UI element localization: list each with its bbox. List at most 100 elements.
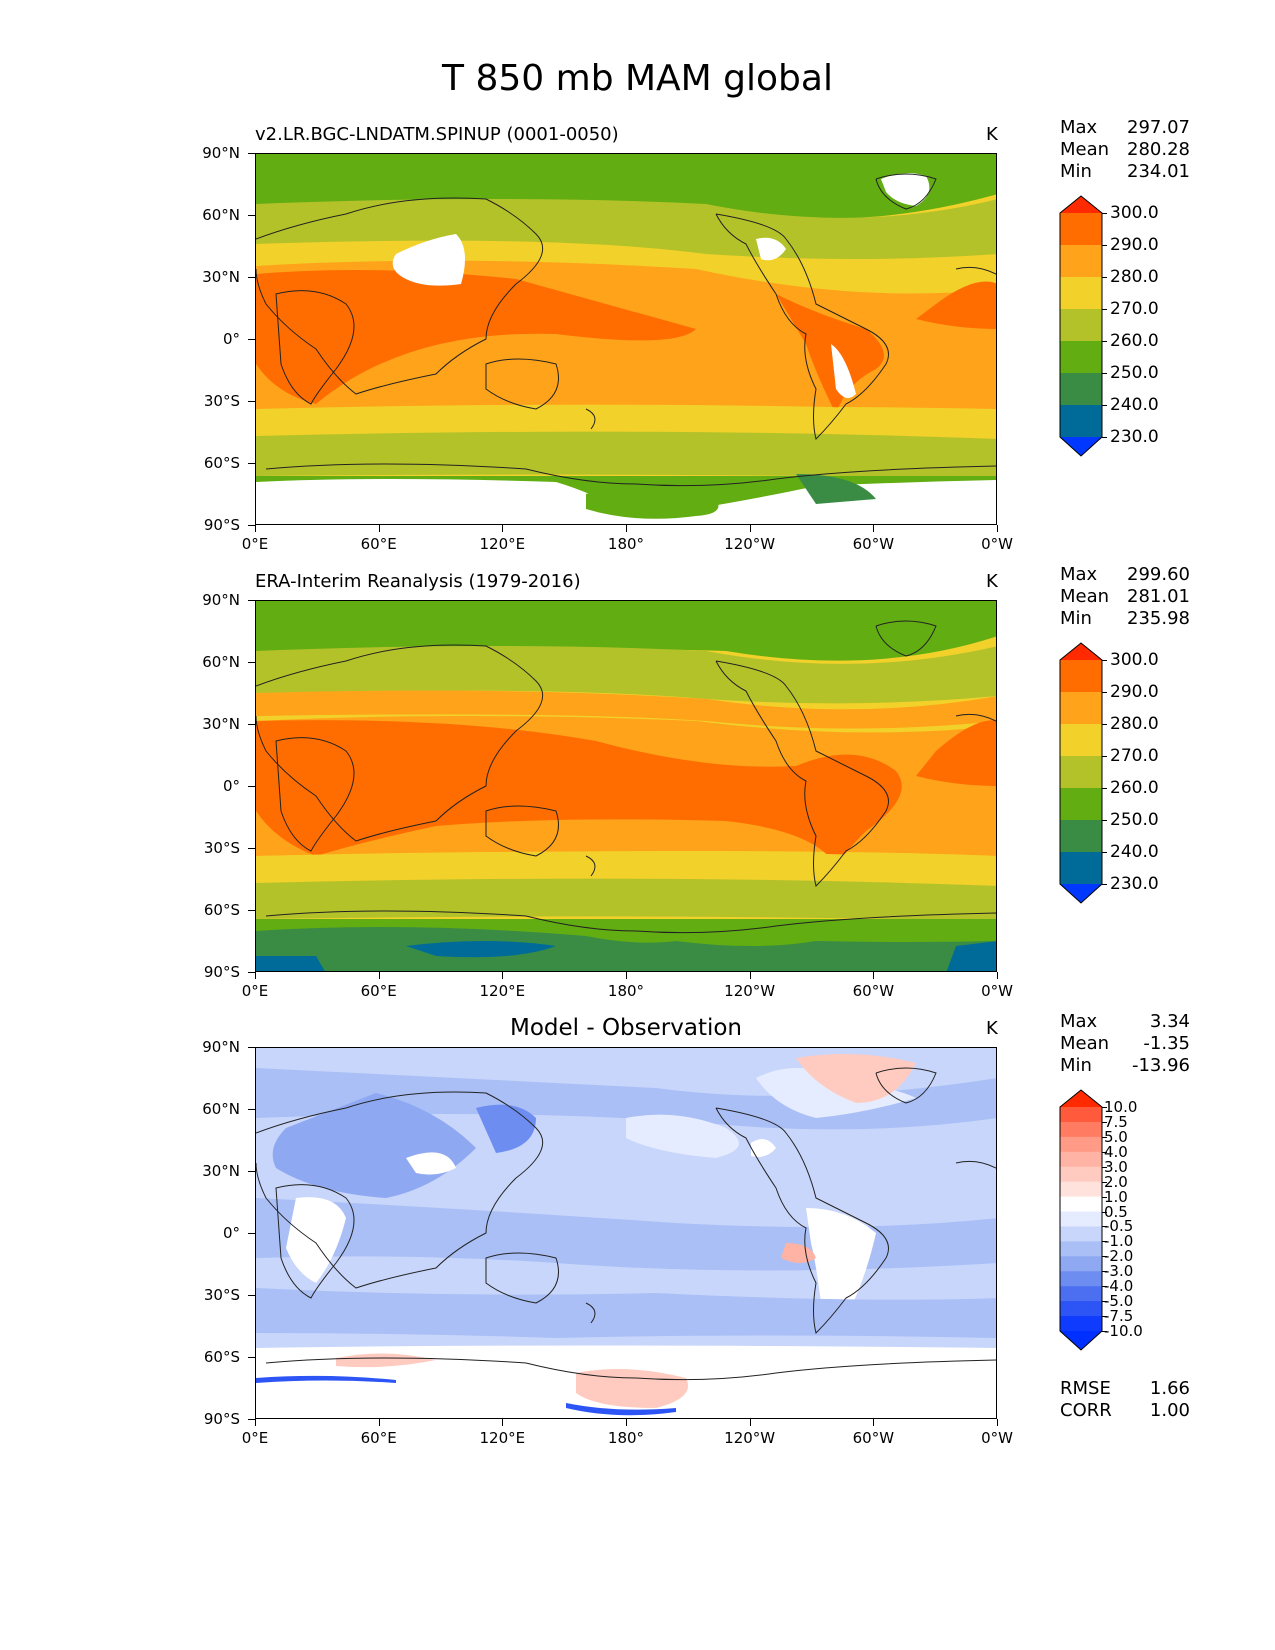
lat-tick (248, 463, 255, 464)
lat-tick (248, 1233, 255, 1234)
lat-tick-label: 60°S (203, 901, 240, 919)
colorbar-segment (1060, 1107, 1102, 1123)
lat-tick-label: 30°S (203, 839, 240, 857)
lon-tick-label: 180° (607, 1429, 645, 1447)
lon-tick (255, 525, 256, 532)
lat-tick-label: 60°N (202, 1100, 240, 1118)
lat-tick (248, 848, 255, 849)
colorbar-label: 250.0 (1110, 810, 1159, 830)
colorbar-segment (1060, 341, 1102, 374)
lon-tick (626, 525, 627, 532)
panel-obs: ERA-Interim Reanalysis (1979-2016) K (0, 447, 1275, 972)
lat-tick-label: 30°S (203, 392, 240, 410)
colorbar-tick (1102, 373, 1107, 374)
lat-tick-label: 60°S (203, 454, 240, 472)
colorbar-cap-top (1060, 643, 1102, 660)
stats-row: Mean 281.01 (1060, 586, 1190, 608)
lon-tick-label: 0°W (981, 1429, 1013, 1447)
lat-tick-label: 30°N (202, 715, 240, 733)
metric-value: 1.66 (1149, 1378, 1190, 1399)
colorbar-tick (1102, 724, 1107, 725)
lat-tick (248, 910, 255, 911)
colorbar-label: 0.5 (1104, 1202, 1128, 1221)
colorbar-segment (1060, 405, 1102, 438)
colorbar (1059, 1089, 1103, 1351)
colorbar-label: 10.0 (1104, 1098, 1138, 1116)
colorbar-label: -7.5 (1104, 1307, 1134, 1326)
colorbar-tick (1102, 277, 1107, 278)
colorbar-tick (1102, 884, 1107, 885)
panel-diff: Model - Observation K (0, 894, 1275, 1419)
stats-row: Max 299.60 (1060, 564, 1190, 586)
stats-row: Mean -1.35 (1060, 1033, 1190, 1055)
lat-tick (248, 972, 255, 973)
lat-tick-label: 60°N (202, 206, 240, 224)
colorbar-label: 4.0 (1104, 1142, 1128, 1161)
stat-value: 299.60 (1127, 564, 1190, 585)
lon-tick-label: 60°E (360, 535, 397, 553)
colorbar-label: -2.0 (1104, 1247, 1134, 1266)
lat-tick-label: 90°S (203, 1410, 240, 1428)
colorbar-segment (1060, 277, 1102, 310)
colorbar-segment (1060, 373, 1102, 406)
colorbar-tick (1102, 341, 1107, 342)
lat-tick (248, 401, 255, 402)
map-obs (255, 600, 997, 972)
colorbar-tick (1102, 245, 1107, 246)
stat-label: Mean (1060, 1033, 1110, 1054)
lat-tick-label: 0° (222, 777, 240, 795)
colorbar-tick (1102, 1151, 1107, 1153)
units-label: K (986, 124, 998, 145)
colorbar-label: 280.0 (1110, 267, 1159, 287)
colorbar-label: 7.5 (1104, 1112, 1128, 1131)
panel-title: v2.LR.BGC-LNDATM.SPINUP (0001-0050) (255, 124, 619, 145)
colorbar-segment (1060, 309, 1102, 342)
colorbar-segment (1060, 1181, 1102, 1198)
colorbar-tick (1102, 1316, 1107, 1318)
stat-label: Max (1060, 564, 1098, 585)
map-model (255, 153, 997, 525)
colorbar-tick (1102, 213, 1107, 214)
colorbar-label: 230.0 (1110, 874, 1159, 894)
colorbar-tick (1102, 1107, 1107, 1108)
colorbar-label: 3.0 (1104, 1157, 1128, 1176)
lat-tick (248, 662, 255, 663)
stat-value: 280.28 (1127, 139, 1190, 160)
lon-tick (255, 1419, 256, 1426)
stats-row: Min -13.96 (1060, 1055, 1190, 1077)
colorbar-segment (1060, 1316, 1102, 1332)
lon-tick-label: 0°E (241, 535, 269, 553)
colorbar-segment (1060, 820, 1102, 853)
colorbar-tick (1102, 437, 1107, 438)
colorbar-label: -5.0 (1104, 1292, 1134, 1311)
colorbar-segment (1060, 692, 1102, 725)
lon-tick-label: 120°W (724, 535, 776, 553)
lat-tick-label: 90°N (202, 144, 240, 162)
metric-label: RMSE (1060, 1378, 1111, 1399)
lat-tick (248, 525, 255, 526)
colorbar-tick (1102, 1121, 1107, 1123)
lat-tick-label: 30°N (202, 268, 240, 286)
colorbar-segment (1060, 1241, 1102, 1257)
colorbar-tick (1102, 1211, 1107, 1213)
lon-tick-label: 120°E (479, 1429, 526, 1447)
colorbar-segment (1060, 660, 1102, 693)
lon-tick (873, 525, 875, 532)
colorbar-segment (1060, 1226, 1102, 1242)
stat-label: Min (1060, 1055, 1092, 1076)
map-diff (255, 1047, 997, 1419)
colorbar-segment (1060, 1196, 1102, 1213)
lon-tick-label: 60°E (360, 1429, 397, 1447)
panel-model: v2.LR.BGC-LNDATM.SPINUP (0001-0050) K (0, 0, 1275, 525)
colorbar-cap-top (1060, 1090, 1102, 1107)
colorbar-segment (1060, 1136, 1102, 1153)
colorbar-segment (1060, 245, 1102, 278)
colorbar-tick (1102, 1256, 1107, 1258)
colorbar-segment (1060, 1121, 1102, 1138)
lon-tick (502, 525, 504, 532)
metric-value: 1.00 (1149, 1400, 1190, 1421)
lat-tick (248, 215, 255, 216)
stat-value: -1.35 (1143, 1033, 1190, 1054)
lon-tick (997, 1419, 998, 1426)
colorbar (1059, 195, 1103, 457)
